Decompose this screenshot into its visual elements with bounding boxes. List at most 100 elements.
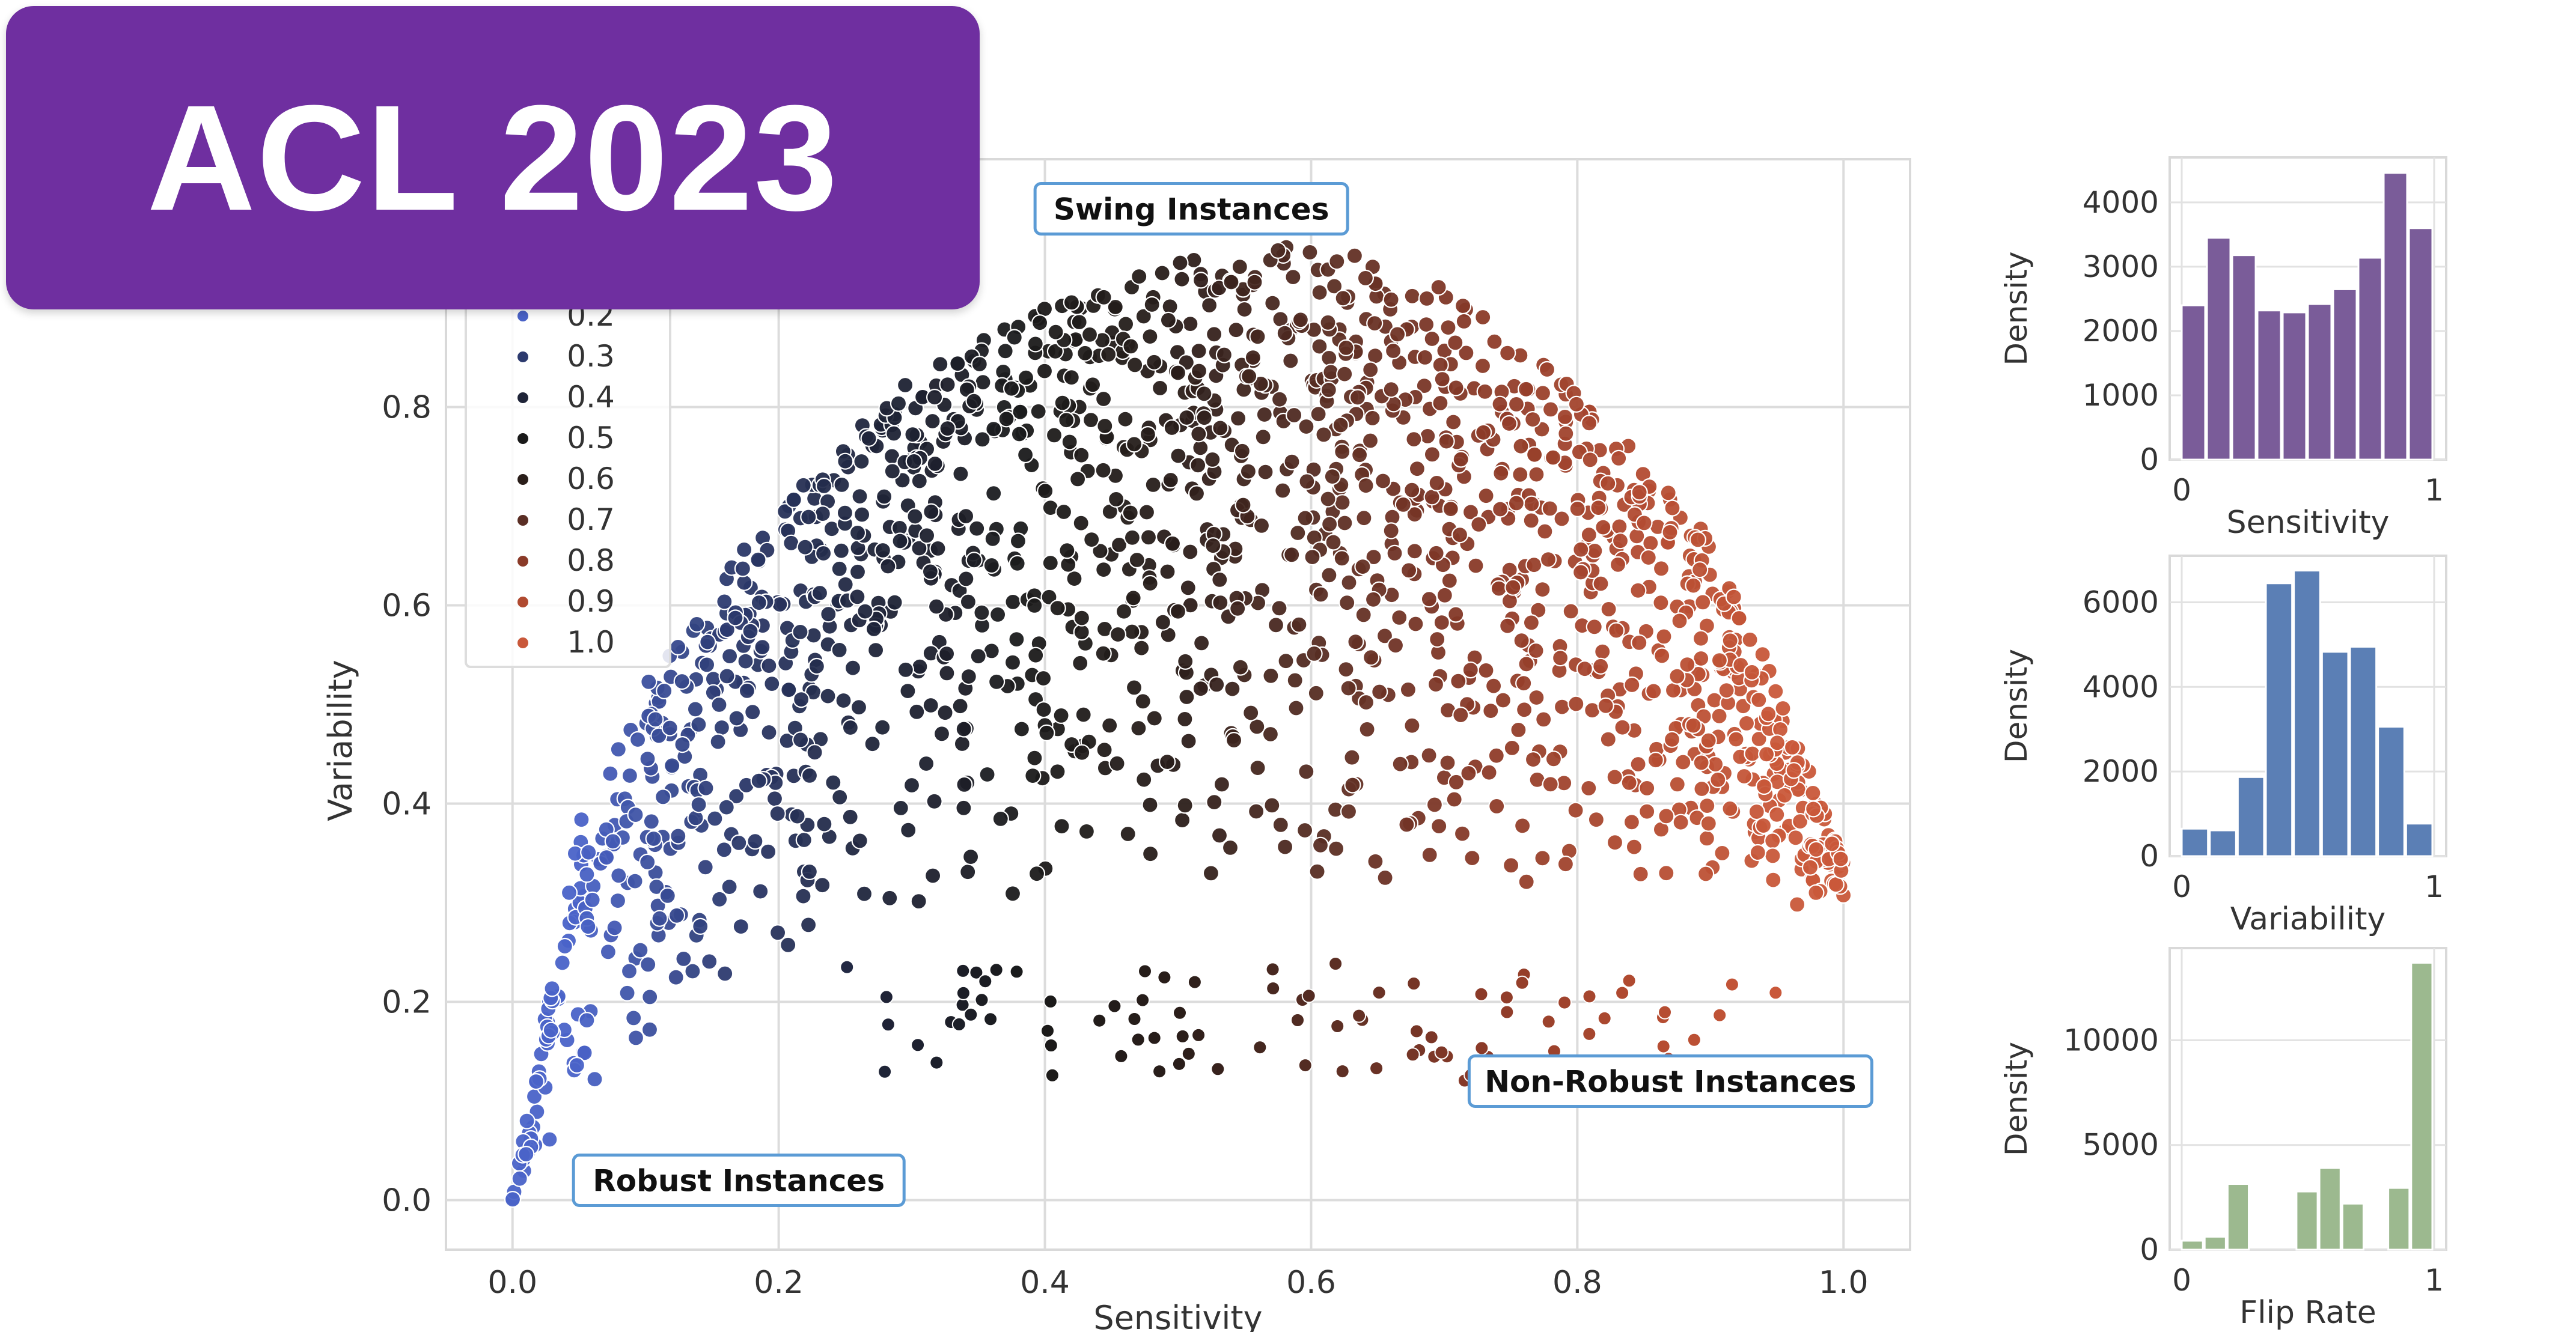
scatter-point — [1655, 628, 1673, 645]
scatter-point — [641, 1021, 659, 1038]
scatter-point — [1115, 603, 1133, 620]
scatter-point — [1337, 660, 1355, 678]
legend-marker — [517, 433, 528, 444]
scatter-point — [1631, 484, 1648, 501]
scatter-point — [896, 376, 914, 394]
scatter-point — [1305, 645, 1323, 663]
sensitivity-histogram: 0 1000 2000 3000 4000 0 1 Sensitivity Density — [1999, 156, 2447, 541]
scatter-point — [820, 606, 837, 623]
scatter-point — [1264, 294, 1281, 312]
scatter-x-tick-label: 1.0 — [1819, 1265, 1869, 1301]
scatter-point — [1083, 531, 1100, 549]
scatter-point — [699, 633, 716, 651]
scatter-point — [1658, 1005, 1672, 1020]
scatter-point — [568, 1056, 586, 1074]
scatter-point — [951, 698, 969, 715]
scatter-point — [1597, 697, 1614, 714]
scatter-point — [825, 774, 842, 791]
scatter-point — [1095, 561, 1113, 579]
scatter-point — [1389, 326, 1406, 343]
scatter-point — [1195, 385, 1213, 403]
scatter-point — [1787, 829, 1804, 847]
scatter-point — [1611, 532, 1629, 550]
scatter-point — [1721, 632, 1739, 649]
histogram-bar — [2181, 827, 2209, 857]
scatter-point — [835, 692, 852, 710]
scatter-point — [1515, 975, 1530, 990]
scatter-point — [584, 891, 601, 908]
scatter-point — [833, 476, 850, 494]
scatter-point — [1138, 503, 1156, 521]
scatter-point — [760, 723, 778, 741]
scatter-point — [1608, 622, 1625, 639]
histogram-bar — [2265, 582, 2294, 857]
scatter-point — [1328, 840, 1345, 857]
scatter-point — [1248, 803, 1265, 820]
scatter-point — [1420, 747, 1438, 764]
scatter-point — [1274, 482, 1292, 499]
scatter-point — [727, 609, 744, 627]
scatter-point — [1426, 796, 1443, 813]
histogram-bar — [2307, 303, 2333, 461]
scatter-point — [744, 704, 762, 721]
scatter-point — [1175, 1029, 1190, 1044]
scatter-point — [1534, 580, 1551, 598]
scatter-point — [737, 652, 754, 670]
scatter-point — [1030, 403, 1047, 420]
scatter-point — [1438, 433, 1455, 450]
scatter-point — [721, 878, 738, 896]
scatter-point — [1320, 567, 1338, 584]
scatter-y-axis-label: Variability — [322, 660, 359, 821]
scatter-point — [1283, 546, 1301, 564]
scatter-point — [688, 615, 706, 633]
scatter-point — [728, 710, 745, 727]
legend-label: 1.0 — [567, 625, 615, 660]
scatter-point — [1447, 379, 1465, 397]
scatter-point — [853, 452, 870, 470]
scatter-point — [1135, 308, 1152, 325]
scatter-point — [1026, 749, 1043, 767]
scatter-point — [1738, 714, 1756, 732]
scatter-point — [851, 487, 868, 505]
scatter-point — [1286, 406, 1303, 424]
scatter-point — [759, 843, 777, 860]
scatter-point — [1072, 514, 1090, 532]
scatter-point — [1371, 683, 1388, 701]
scatter-point — [1248, 718, 1266, 735]
scatter-point — [1447, 606, 1465, 623]
scatter-point — [1159, 563, 1176, 580]
scatter-point — [1403, 481, 1421, 499]
histogram-bar — [2318, 1167, 2342, 1251]
scatter-point — [573, 811, 590, 829]
histogram-bar — [2293, 570, 2321, 857]
scatter-point — [1127, 1012, 1142, 1026]
scatter-point — [1141, 574, 1159, 592]
scatter-point — [746, 833, 764, 850]
scatter-point — [541, 1131, 558, 1148]
scatter-point — [1315, 426, 1332, 443]
scatter-point — [849, 563, 867, 580]
scatter-point — [1192, 680, 1209, 698]
scatter-point — [1091, 542, 1109, 560]
scatter-point — [1685, 577, 1702, 594]
scatter-point — [973, 604, 990, 621]
scatter-point — [1445, 413, 1462, 431]
scatter-point — [1164, 535, 1182, 552]
scatter-point — [1439, 754, 1456, 771]
histogram-y-tick-label: 2000 — [2083, 314, 2159, 348]
scatter-point — [1581, 415, 1598, 432]
scatter-point — [1488, 747, 1505, 764]
scatter-point — [580, 844, 597, 861]
scatter-point — [1592, 575, 1610, 592]
scatter-point — [690, 716, 707, 734]
scatter-point — [831, 788, 849, 806]
scatter-point — [752, 883, 769, 900]
scatter-point — [1700, 815, 1717, 832]
scatter-point — [527, 1072, 545, 1090]
scatter-point — [1061, 433, 1078, 451]
scatter-point — [929, 540, 947, 558]
legend-label: 0.4 — [567, 380, 615, 415]
scatter-point — [1012, 403, 1029, 421]
scatter-point — [1382, 522, 1400, 540]
scatter-point — [1262, 667, 1280, 684]
